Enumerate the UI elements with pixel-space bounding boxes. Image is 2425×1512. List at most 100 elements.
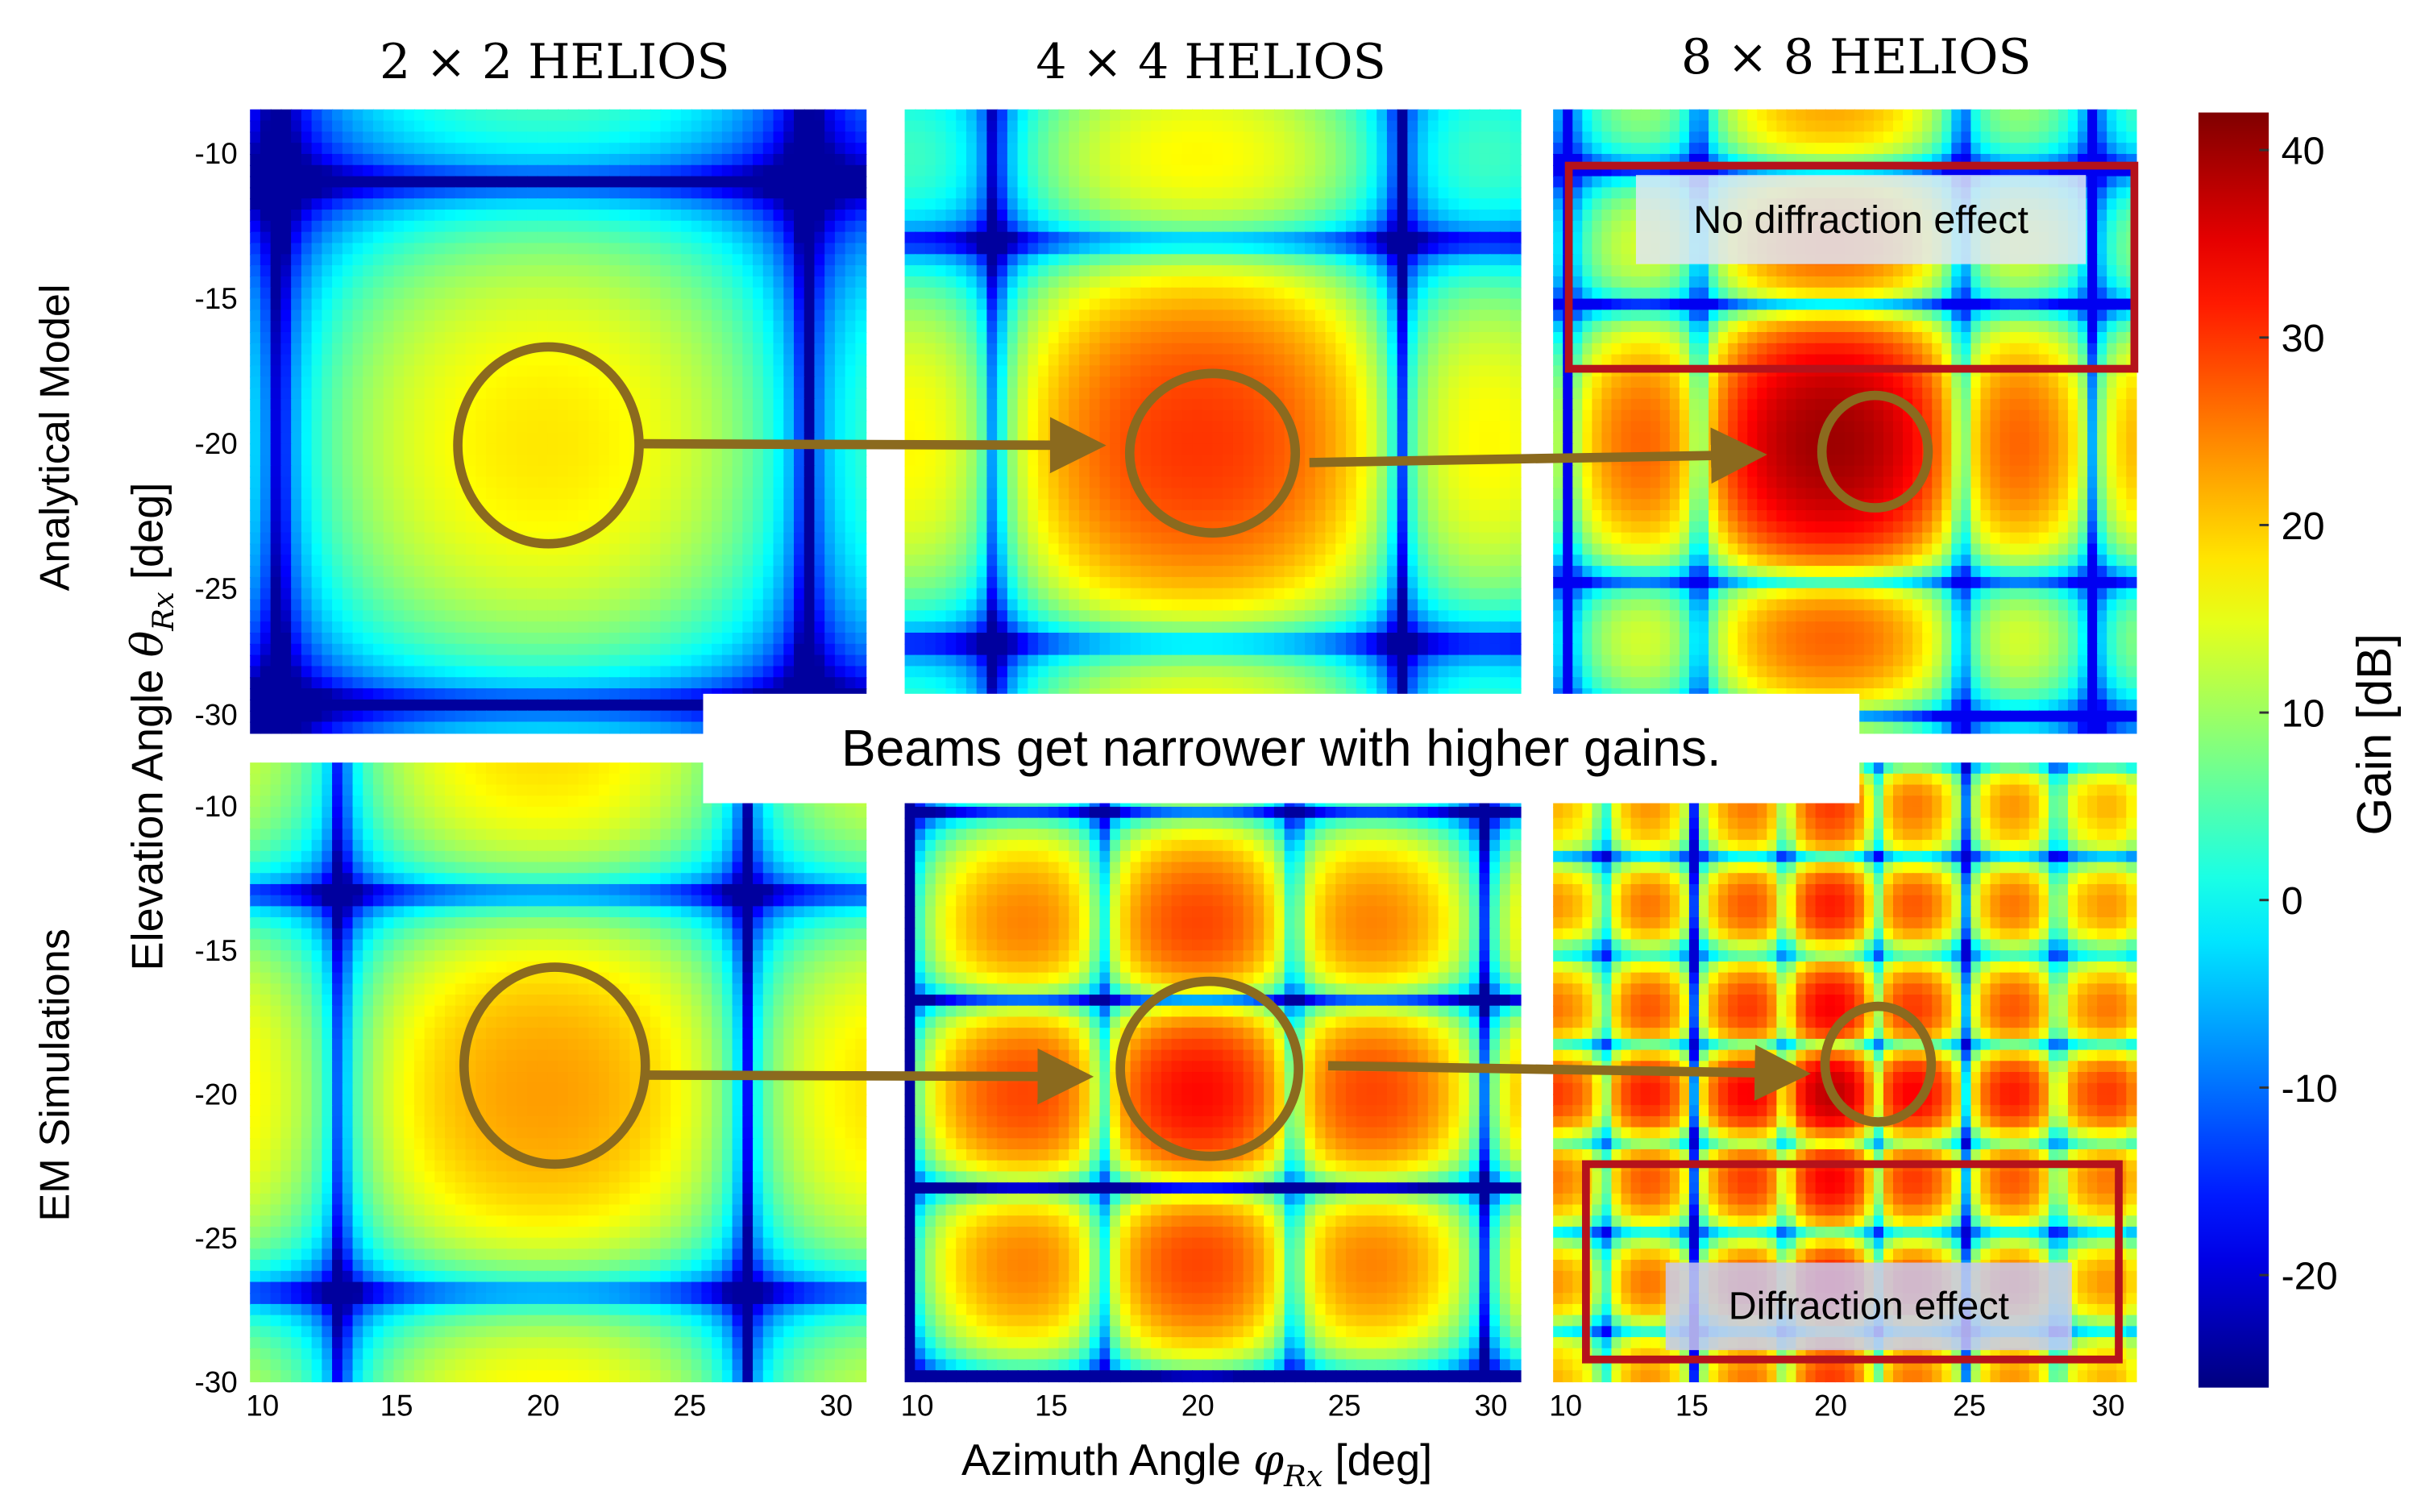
- heatmap-cell: [455, 365, 467, 378]
- heatmap-cell: [925, 254, 936, 267]
- heatmap-cell: [1468, 153, 1480, 166]
- heatmap-cell: [413, 398, 426, 411]
- heatmap-cell: [629, 699, 642, 712]
- heatmap-cell: [526, 721, 538, 734]
- heatmap-cell: [383, 131, 395, 144]
- heatmap-cell: [558, 488, 570, 501]
- heatmap-cell: [1110, 220, 1122, 233]
- heatmap-cell: [250, 499, 262, 512]
- heatmap-cell: [712, 666, 724, 679]
- heatmap-cell: [537, 499, 549, 512]
- heatmap-cell: [608, 599, 621, 612]
- heatmap-cell: [732, 243, 744, 255]
- heatmap-cell: [742, 499, 754, 512]
- heatmap-cell: [762, 109, 774, 122]
- heatmap-cell: [1294, 176, 1306, 189]
- heatmap-cell: [1151, 309, 1163, 322]
- heatmap-cell: [935, 309, 947, 322]
- heatmap-cell: [1232, 198, 1244, 211]
- heatmap-cell: [372, 721, 384, 734]
- heatmap-cell: [486, 376, 497, 389]
- heatmap-cell: [915, 365, 927, 378]
- heatmap-cell: [1397, 398, 1409, 411]
- heatmap-cell: [608, 388, 621, 401]
- heatmap-cell: [558, 610, 570, 623]
- heatmap-cell: [1161, 276, 1173, 289]
- heatmap-cell: [945, 343, 957, 355]
- heatmap-cell: [997, 109, 1009, 122]
- heatmap-cell: [793, 198, 805, 211]
- heatmap-cell: [372, 443, 384, 456]
- heatmap-cell: [834, 210, 846, 222]
- heatmap-cell: [1099, 298, 1111, 311]
- heatmap-cell: [588, 409, 600, 422]
- heatmap-cell: [1017, 331, 1029, 344]
- heatmap-cell: [1119, 143, 1132, 156]
- heatmap-cell: [732, 187, 744, 200]
- heatmap-cell: [773, 321, 785, 334]
- heatmap-cell: [793, 499, 805, 512]
- heatmap-cell: [558, 576, 570, 589]
- heatmap-cell: [783, 376, 795, 389]
- heatmap-cell: [1499, 365, 1511, 378]
- heatmap-cell: [773, 532, 785, 545]
- heatmap-cell: [762, 176, 774, 189]
- heatmap-cell: [311, 532, 323, 545]
- heatmap-cell: [404, 421, 416, 434]
- heatmap-cell: [814, 298, 826, 311]
- heatmap-cell: [537, 309, 549, 322]
- heatmap-cell: [404, 621, 416, 634]
- heatmap-cell: [1284, 231, 1296, 244]
- heatmap-cell: [1078, 321, 1090, 334]
- heatmap-cell: [1017, 231, 1029, 244]
- heatmap-cell: [270, 721, 282, 734]
- heatmap-cell: [742, 176, 754, 189]
- heatmap-cell: [517, 499, 529, 512]
- heatmap-cell: [732, 476, 744, 489]
- heatmap-cell: [701, 131, 713, 144]
- heatmap-cell: [291, 153, 303, 166]
- heatmap-cell: [793, 220, 805, 233]
- heatmap-cell: [619, 555, 631, 567]
- heatmap-cell: [845, 555, 857, 567]
- heatmap-cell: [1489, 343, 1501, 355]
- heatmap-cell: [270, 432, 282, 445]
- heatmap-cell: [691, 220, 703, 233]
- heatmap-cell: [925, 265, 936, 278]
- heatmap-cell: [608, 276, 621, 289]
- heatmap-cell: [855, 131, 867, 144]
- heatmap-cell: [650, 376, 662, 389]
- heatmap-cell: [599, 287, 610, 300]
- heatmap-cell: [506, 677, 518, 690]
- heatmap-cell: [1284, 309, 1296, 322]
- heatmap-cell: [280, 343, 293, 355]
- heatmap-cell: [404, 699, 416, 712]
- heatmap-cell: [291, 309, 303, 322]
- heatmap-cell: [1048, 376, 1060, 389]
- heatmap-cell: [834, 510, 846, 522]
- heatmap-cell: [1284, 164, 1296, 177]
- heatmap-cell: [1192, 276, 1203, 289]
- heatmap-cell: [1346, 176, 1357, 189]
- heatmap-cell: [280, 621, 293, 634]
- heatmap-cell: [753, 532, 764, 545]
- heatmap-cell: [753, 210, 764, 222]
- heatmap-cell: [291, 677, 303, 690]
- heatmap-cell: [956, 187, 968, 200]
- heatmap-cell: [475, 388, 488, 401]
- heatmap-cell: [547, 521, 559, 534]
- heatmap-cell: [1028, 276, 1040, 289]
- heatmap-cell: [1110, 187, 1122, 200]
- heatmap-cell: [814, 187, 826, 200]
- heatmap-cell: [1386, 153, 1398, 166]
- heatmap-cell: [558, 666, 570, 679]
- heatmap-cell: [608, 131, 621, 144]
- heatmap-cell: [1161, 321, 1173, 334]
- heatmap-cell: [1377, 153, 1389, 166]
- heatmap-cell: [691, 398, 703, 411]
- heatmap-cell: [1130, 176, 1142, 189]
- heatmap-cell: [393, 421, 405, 434]
- heatmap-cell: [291, 143, 303, 156]
- heatmap-cell: [732, 409, 744, 422]
- heatmap-cell: [1202, 220, 1214, 233]
